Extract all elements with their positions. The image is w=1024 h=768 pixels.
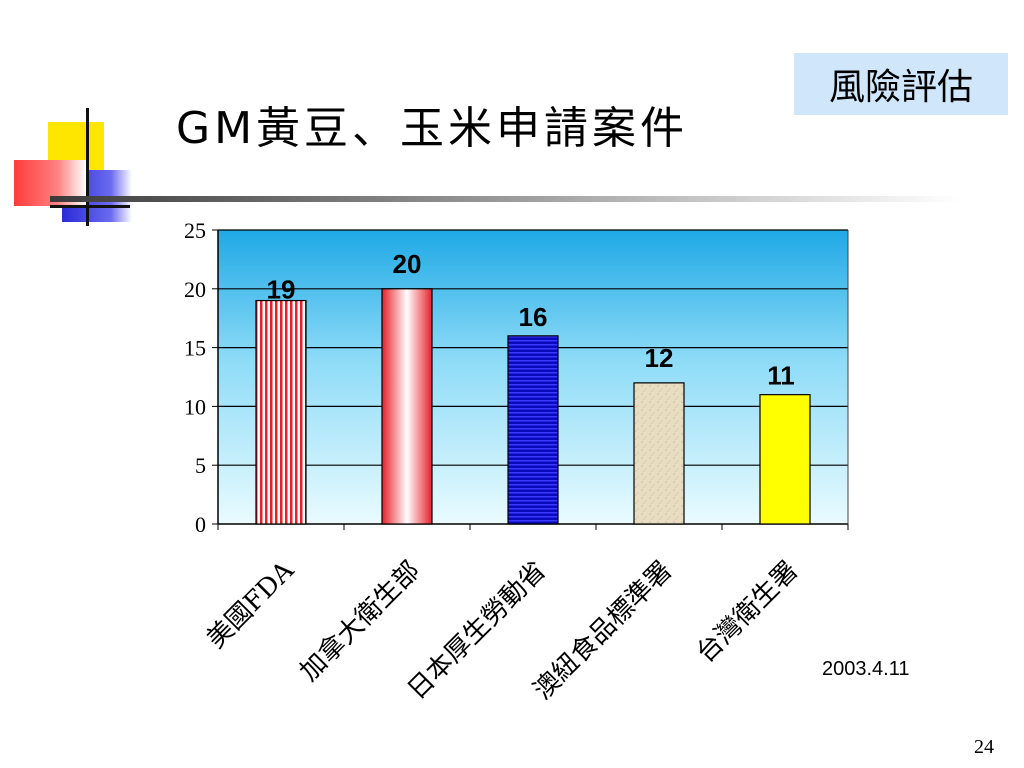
y-tick-label: 5 <box>195 453 206 478</box>
bar <box>759 394 811 525</box>
bar <box>507 335 559 525</box>
data-label: 16 <box>519 302 548 332</box>
data-label: 11 <box>767 361 795 391</box>
date-label: 2003.4.11 <box>822 658 910 680</box>
y-tick-label: 15 <box>184 336 206 361</box>
category-label: 台灣衛生署 <box>691 556 804 669</box>
y-tick-label: 10 <box>184 394 206 419</box>
data-label: 20 <box>393 249 422 279</box>
title-underline <box>50 196 960 202</box>
bar <box>633 382 685 525</box>
y-tick-label: 25 <box>184 218 206 243</box>
data-label: 12 <box>645 343 674 373</box>
category-label: 加拿大衛生部 <box>294 556 426 688</box>
bar <box>381 288 433 525</box>
category-label: 美國FDA <box>201 555 301 655</box>
deco-horizontal-line <box>50 205 130 208</box>
bar <box>255 299 307 525</box>
y-tick-label: 20 <box>184 277 206 302</box>
page-number: 24 <box>974 736 994 758</box>
data-label: 19 <box>267 275 296 305</box>
deco-vertical-line <box>86 108 89 226</box>
risk-assessment-badge: 風險評估 <box>794 53 1008 115</box>
slide-title: GM黃豆、玉米申請案件 <box>176 103 689 154</box>
y-tick-label: 0 <box>195 512 206 537</box>
